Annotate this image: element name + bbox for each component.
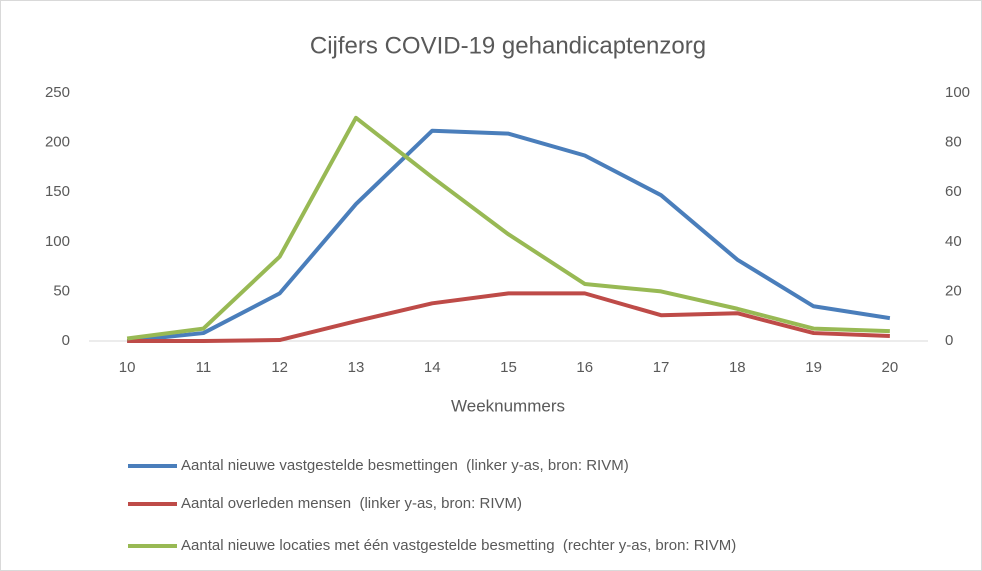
y2-tick-label: 20 [945,282,962,299]
series-line [127,291,890,343]
x-tick-label: 13 [348,359,365,376]
y2-tick-label: 80 [945,134,962,151]
y-tick-label: 200 [45,134,70,151]
y2-tick-label: 40 [945,233,962,250]
y2-tick-label: 60 [945,183,962,200]
x-tick-label: 17 [653,359,670,376]
x-tick-label: 15 [500,359,517,376]
legend-label: Aantal nieuwe vastgestelde besmettingen … [181,457,629,474]
x-tick-label: 10 [119,359,136,376]
y-tick-label: 50 [53,282,70,299]
x-tick-label: 16 [576,359,593,376]
y2-tick-label: 0 [945,332,953,349]
y-tick-label: 150 [45,183,70,200]
y2-tick-label: 100 [945,84,970,101]
chart-title: Cijfers COVID-19 gehandicaptenzorg [310,32,706,59]
y-tick-label: 100 [45,233,70,250]
x-tick-label: 14 [424,359,441,376]
y-tick-label: 250 [45,84,70,101]
x-tick-label: 19 [805,359,822,376]
series-line [126,128,891,343]
x-tick-label: 11 [196,359,212,376]
y-tick-label: 0 [62,332,70,349]
series-line [126,115,890,341]
x-axis-label: Weeknummers [451,396,565,415]
legend-label: Aantal overleden mensen (linker y-as, br… [181,495,522,512]
legend-label: Aantal nieuwe locaties met één vastgeste… [181,537,736,554]
x-tick-label: 20 [882,359,899,376]
x-tick-label: 18 [729,359,746,376]
x-tick-label: 12 [271,359,288,376]
